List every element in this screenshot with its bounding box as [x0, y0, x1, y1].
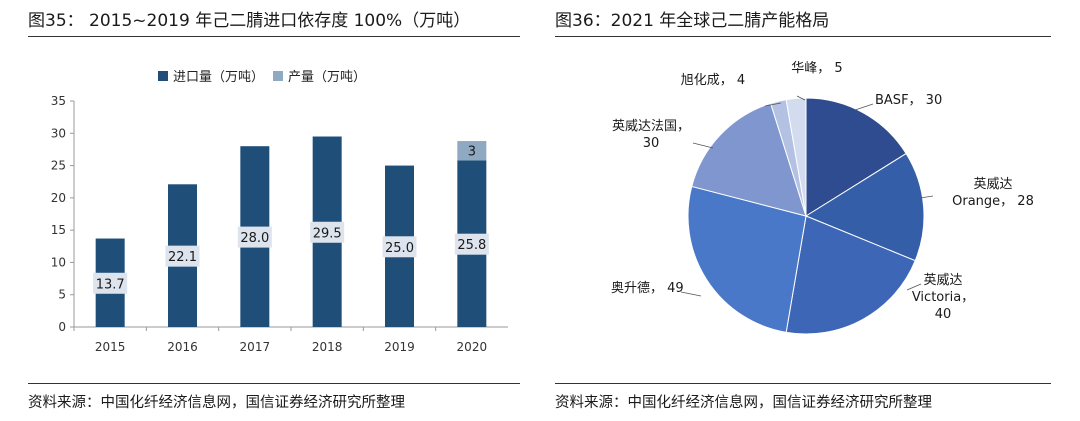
pie-label-4: 英威达法国，: [612, 119, 690, 134]
x-tick-label: 2015: [95, 340, 126, 354]
legend-label-1: 产量（万吨）: [288, 70, 366, 85]
x-tick-label: 2018: [312, 340, 343, 354]
pie-label-2: Victoria，: [912, 290, 974, 305]
data-label-box: [382, 236, 417, 258]
leader-line-1: [919, 195, 934, 199]
pie-slice-1: [804, 152, 925, 262]
pie-label-6: 华峰， 5: [791, 61, 842, 76]
legend-label-0: 进口量（万吨）: [173, 70, 264, 85]
right-figure-title: 图36：2021 年全球己二腈产能格局: [555, 11, 830, 31]
left-figure-title: 图35： 2015~2019 年己二腈进口依存度 100%（万吨）: [28, 11, 471, 31]
pie-slice-6: [785, 97, 807, 217]
leader-line-5: [764, 102, 782, 107]
data-label-box: [93, 272, 128, 294]
leader-line-0: [854, 103, 874, 111]
x-tick-label: 2019: [384, 340, 415, 354]
data-label: 13.7: [96, 277, 125, 292]
pie-label-1: Orange， 28: [952, 194, 1034, 209]
data-label: 29.5: [313, 226, 342, 241]
data-label-box: [165, 245, 200, 267]
x-tick-label: 2017: [240, 340, 271, 354]
leader-line-3: [680, 291, 702, 297]
right-figure-panel: 图36：2021 年全球己二腈产能格局 BASF， 30 英威达 Orange， 2…: [555, 0, 1051, 421]
pie-chart: BASF， 30 英威达 Orange， 28 英威达 Victoria， 40 奥升德， …: [611, 61, 1034, 335]
leader-line-2: [906, 283, 922, 291]
pie-label-0: BASF， 30: [875, 93, 942, 108]
x-tick-label: 2016: [167, 340, 198, 354]
left-source-note: 资料来源：中国化纤经济信息网，国信证券经济研究所整理: [28, 395, 405, 411]
bar-chart: 进口量（万吨） 产量（万吨） 0 5 10 15 20 25 30 35 2015 13.7 2016 2…: [51, 70, 508, 354]
legend-swatch-1: [273, 71, 283, 81]
pie-slice-0: [805, 97, 907, 217]
left-source-rule: [28, 383, 520, 384]
pie-label-4: 30: [643, 136, 660, 151]
pie-label-2: 40: [935, 307, 952, 322]
pie-label-5: 旭化成， 4: [681, 73, 745, 88]
data-label: 25.8: [457, 238, 486, 253]
left-figure-panel: 图35： 2015~2019 年己二腈进口依存度 100%（万吨） 进口量（万吨…: [28, 0, 520, 421]
pie-label-1: 英威达: [973, 177, 1012, 192]
right-source-rule: [555, 383, 1051, 384]
data-label: 25.0: [385, 241, 414, 256]
pie-slice-4: [691, 102, 807, 217]
data-label: 22.1: [168, 250, 197, 265]
right-title-rule: [555, 36, 1051, 37]
leader-line-4: [692, 142, 714, 149]
y-tick-label: 10: [51, 255, 66, 269]
y-tick-label: 0: [58, 320, 66, 334]
x-tick-label: 2020: [457, 340, 488, 354]
y-tick-label: 5: [58, 288, 66, 302]
data-label-box: [310, 221, 345, 243]
data-label: 3: [468, 145, 476, 160]
left-title-rule: [28, 36, 520, 37]
pie-slice-3: [687, 185, 807, 333]
y-tick-label: 15: [51, 223, 66, 237]
y-tick-label: 25: [51, 159, 66, 173]
bar-2020-s1: [457, 141, 487, 161]
y-tick-label: 30: [51, 126, 66, 140]
pie-label-3: 奥升德， 49: [611, 281, 684, 296]
legend-swatch-0: [158, 71, 168, 81]
data-label-box: [237, 226, 272, 248]
pie-label-2: 英威达: [923, 273, 962, 288]
data-label-box: [454, 233, 489, 255]
leader-line-6: [796, 95, 806, 101]
data-label: 28.0: [240, 231, 269, 246]
right-source-note: 资料来源：中国化纤经济信息网，国信证券经济研究所整理: [555, 395, 932, 411]
pie-slice-2: [785, 215, 916, 335]
y-tick-label: 20: [51, 191, 66, 205]
y-tick-label: 35: [51, 94, 66, 108]
